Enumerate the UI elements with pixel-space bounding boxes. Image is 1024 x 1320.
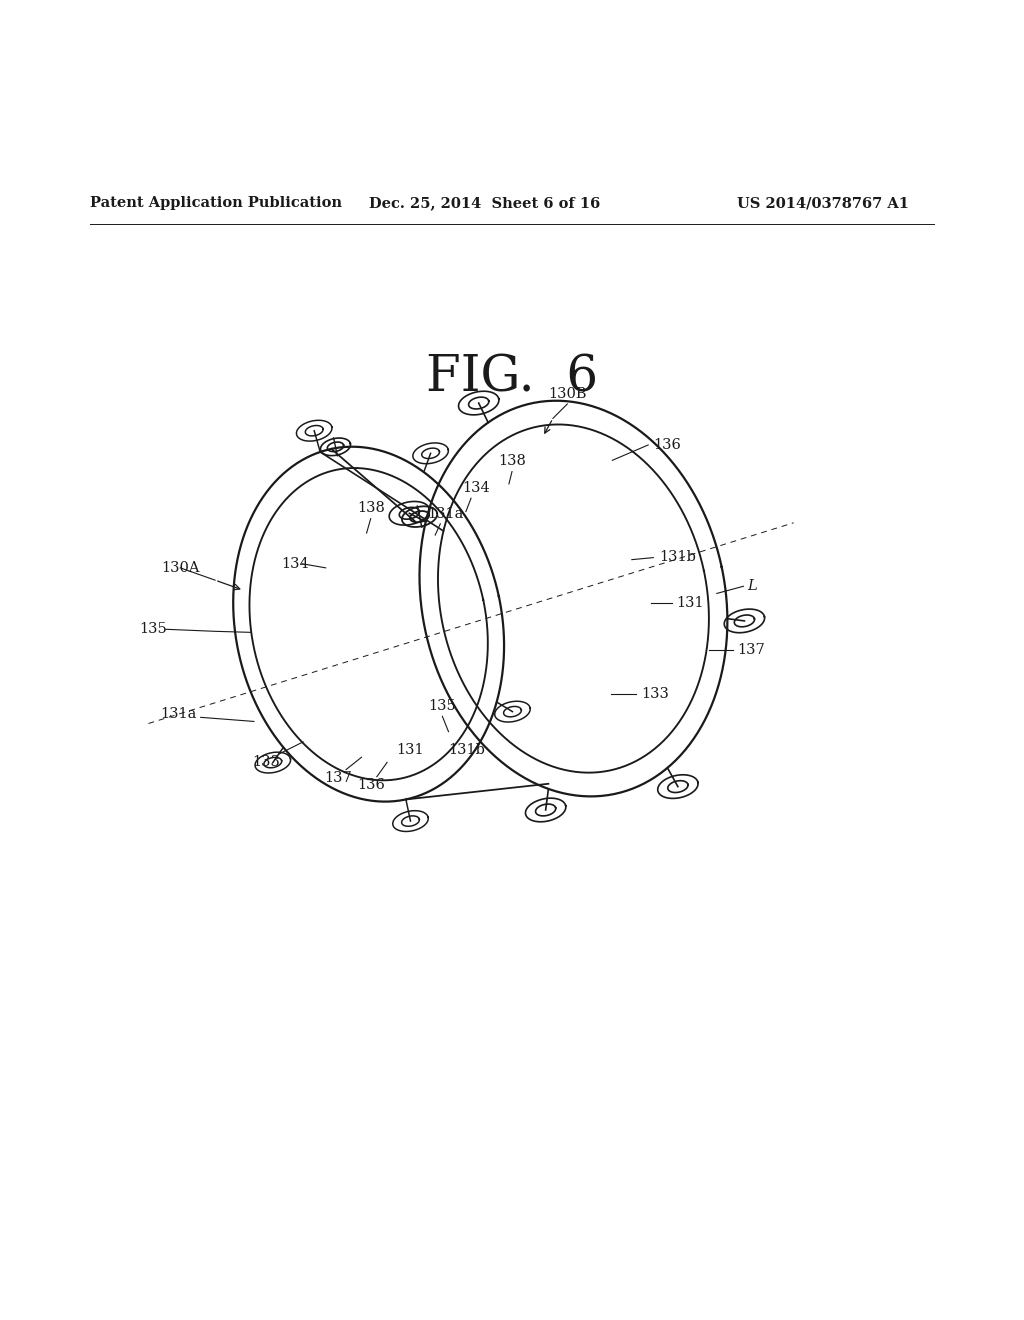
Text: 136: 136 [653,438,681,451]
Text: 138: 138 [498,454,526,469]
Text: L: L [748,579,758,593]
Text: FIG.  6: FIG. 6 [426,352,598,403]
Text: 136: 136 [356,777,385,792]
Text: 131b: 131b [659,549,696,564]
Text: 133: 133 [252,755,281,770]
Text: 134: 134 [281,557,309,570]
Text: 138: 138 [356,502,385,515]
Text: 135: 135 [139,622,168,636]
Text: 134: 134 [462,480,490,495]
Text: 131: 131 [396,743,423,758]
Text: Dec. 25, 2014  Sheet 6 of 16: Dec. 25, 2014 Sheet 6 of 16 [369,197,600,210]
Text: 131b: 131b [449,743,485,758]
Text: 130B: 130B [548,387,587,401]
Text: 133: 133 [641,686,669,701]
Text: 131a: 131a [160,708,197,721]
Text: US 2014/0378767 A1: US 2014/0378767 A1 [737,197,909,210]
Text: 137: 137 [737,643,765,657]
Text: Patent Application Publication: Patent Application Publication [90,197,342,210]
Text: 131: 131 [676,595,703,610]
Text: 130A: 130A [161,561,200,574]
Text: 137: 137 [324,771,352,785]
Text: 135: 135 [428,700,457,713]
Text: 131a: 131a [427,507,464,520]
